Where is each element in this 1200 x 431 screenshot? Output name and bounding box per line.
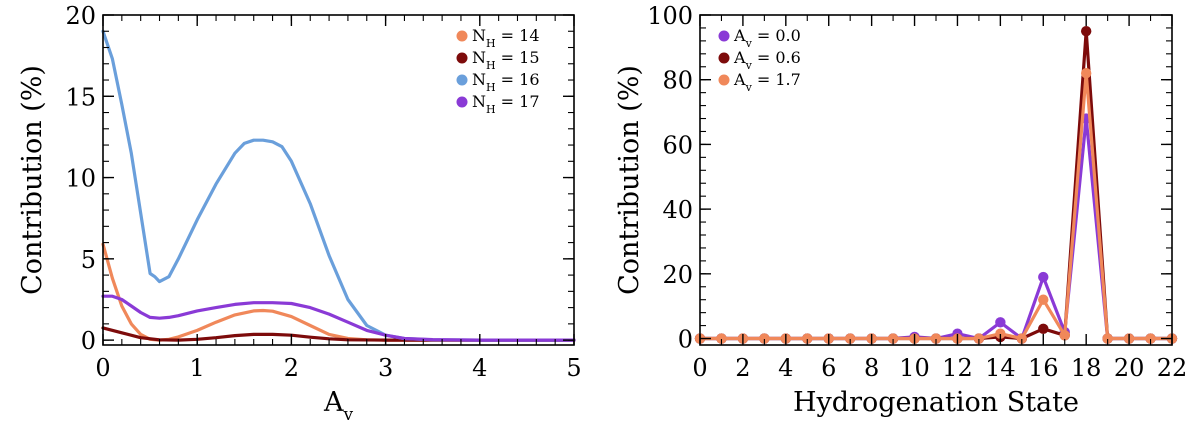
legend: Av = 0.0Av = 0.6Av = 1.7 xyxy=(718,26,801,94)
legend-marker-3 xyxy=(456,96,468,108)
series-line-n-h-17 xyxy=(101,294,576,342)
y-tick-label-100: 100 xyxy=(647,2,693,30)
data-point-a-v-1-7-x21 xyxy=(1145,333,1156,344)
x-tick-label-12: 12 xyxy=(942,354,973,382)
data-point-a-v-1-7-x5 xyxy=(802,333,813,344)
y-tick-label-60: 60 xyxy=(662,131,693,159)
x-tick-label-18: 18 xyxy=(1071,354,1102,382)
series-line-n-h-14 xyxy=(101,242,576,342)
x-axis-title: Av xyxy=(323,387,354,425)
x-tick-label-22: 22 xyxy=(1157,354,1188,382)
legend-main: N xyxy=(472,92,486,111)
data-point-a-v-1-7-x15 xyxy=(1016,333,1028,344)
x-tick-label-14: 14 xyxy=(985,354,1016,382)
legend-entry-0: Av = 0.0 xyxy=(733,26,801,50)
legend-entry-3: NH = 17 xyxy=(472,92,540,116)
legend-marker-1 xyxy=(718,52,730,64)
legend-entry-0: NH = 14 xyxy=(472,26,540,50)
y-tick-label-20: 20 xyxy=(662,261,693,289)
legend-value: = 0.6 xyxy=(752,48,801,67)
y-axis-title: Contribution (%) xyxy=(614,65,645,295)
y-tick-label-0: 0 xyxy=(678,326,693,354)
x-tick-label-5: 5 xyxy=(566,354,581,382)
x-tick-label-2: 2 xyxy=(735,354,750,382)
legend-main: N xyxy=(472,48,486,67)
series-line-a-v-1-7 xyxy=(698,71,1174,341)
y-tick-label-10: 10 xyxy=(65,165,96,193)
data-point-a-v-1-7-x14 xyxy=(995,328,1006,339)
legend-subscript: H xyxy=(486,37,496,50)
legend-entry-1: Av = 0.6 xyxy=(733,48,801,72)
legend-subscript: H xyxy=(486,81,496,94)
y-tick-label-5: 5 xyxy=(81,246,96,274)
legend-entry-2: NH = 16 xyxy=(472,70,540,94)
data-point-a-v-1-7-x18 xyxy=(1080,68,1092,79)
legend-subscript: v xyxy=(745,81,753,94)
x-axis-title-subscript: v xyxy=(342,405,353,425)
data-point-a-v-0-0-x14 xyxy=(995,317,1006,328)
legend-value: = 15 xyxy=(496,48,540,67)
legend-marker-2 xyxy=(456,74,468,86)
x-axis-title-main: A xyxy=(323,387,344,418)
y-tick-label-80: 80 xyxy=(662,67,693,95)
legend-value: = 0.0 xyxy=(752,26,801,45)
x-tick-label-20: 20 xyxy=(1114,354,1145,382)
legend-value: = 16 xyxy=(496,70,540,89)
data-point-a-v-1-7-x11 xyxy=(930,333,942,344)
legend-marker-2 xyxy=(718,74,730,86)
data-point-a-v-1-7-x16 xyxy=(1038,294,1049,305)
legend-marker-0 xyxy=(456,30,468,42)
x-tick-label-0: 0 xyxy=(95,354,110,382)
x-tick-label-0: 0 xyxy=(692,354,707,382)
x-tick-label-6: 6 xyxy=(821,354,836,382)
right-panel-hydrogenation-state: 0 2 4 6 8 10 12 14 16 18 20 22020406080100Contribut… xyxy=(614,2,1187,418)
data-point-a-v-1-7-x7 xyxy=(844,333,856,344)
data-point-a-v-1-7-x19 xyxy=(1102,333,1113,344)
legend-value: = 17 xyxy=(496,92,540,111)
legend-value: = 14 xyxy=(496,26,540,45)
data-point-a-v-1-7-x13 xyxy=(973,333,985,344)
legend-main: A xyxy=(733,70,746,89)
x-tick-label-2: 2 xyxy=(284,354,299,382)
y-axis-title: Contribution (%) xyxy=(17,65,48,295)
x-tick-label-3: 3 xyxy=(378,354,393,382)
data-point-a-v-1-7-x17 xyxy=(1059,330,1070,341)
data-point-a-v-0-6-x18 xyxy=(1080,25,1092,37)
data-point-a-v-0-0-x16 xyxy=(1038,271,1049,283)
x-tick-label-10: 10 xyxy=(899,354,930,382)
legend-main: N xyxy=(472,70,486,89)
x-tick-label-4: 4 xyxy=(778,354,793,382)
data-point-a-v-0-6-x16 xyxy=(1038,323,1049,335)
legend-value: = 1.7 xyxy=(752,70,801,89)
legend-subscript: v xyxy=(745,59,753,72)
y-tick-label-0: 0 xyxy=(81,327,96,355)
x-tick-label-8: 8 xyxy=(864,354,879,382)
y-tick-label-40: 40 xyxy=(662,196,693,224)
legend-main: A xyxy=(733,26,746,45)
data-point-a-v-1-7-x3 xyxy=(759,333,770,344)
legend-entry-1: NH = 15 xyxy=(472,48,540,72)
x-axis-title-main: Hydrogenation State xyxy=(793,387,1079,418)
x-axis-title: Hydrogenation State xyxy=(793,387,1079,418)
y-tick-label-15: 15 xyxy=(65,83,96,111)
legend-main: A xyxy=(733,48,746,67)
y-tick-label-20: 20 xyxy=(65,2,96,30)
legend-subscript: H xyxy=(486,59,496,72)
legend-marker-0 xyxy=(718,30,730,42)
plot-frame xyxy=(102,14,575,346)
legend-subscript: v xyxy=(745,37,753,50)
data-point-a-v-1-7-x9 xyxy=(887,333,899,344)
legend-main: N xyxy=(472,26,486,45)
legend-marker-1 xyxy=(456,52,468,64)
x-tick-label-16: 16 xyxy=(1028,354,1059,382)
legend-subscript: H xyxy=(486,103,496,116)
data-point-a-v-1-7-x1 xyxy=(716,333,727,344)
x-tick-label-4: 4 xyxy=(472,354,487,382)
legend-entry-2: Av = 1.7 xyxy=(733,70,801,94)
x-tick-label-1: 1 xyxy=(190,354,205,382)
